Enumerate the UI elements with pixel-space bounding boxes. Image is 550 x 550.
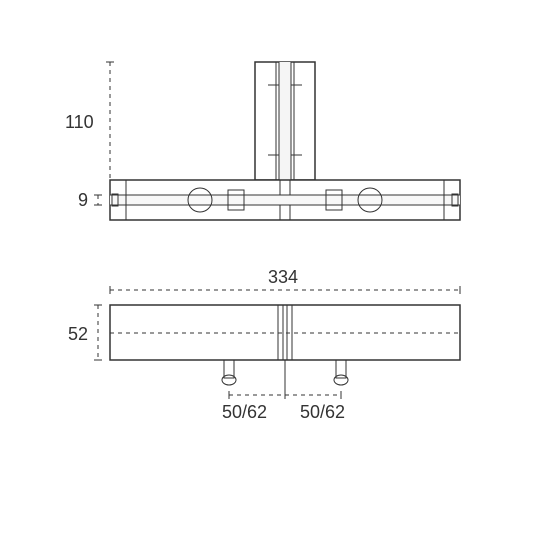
dim-50-62-left: 50/62	[222, 402, 267, 422]
technical-drawing: 110 9	[0, 0, 550, 550]
dim-50-62-right: 50/62	[300, 402, 345, 422]
front-bar	[110, 305, 460, 360]
dim-334: 334	[268, 267, 298, 287]
dim-110: 110	[65, 112, 94, 132]
top-horizontal-bar	[110, 180, 460, 220]
dim-9: 9	[78, 190, 88, 210]
top-vertical-clamp	[255, 62, 315, 180]
dim-52: 52	[68, 324, 88, 344]
